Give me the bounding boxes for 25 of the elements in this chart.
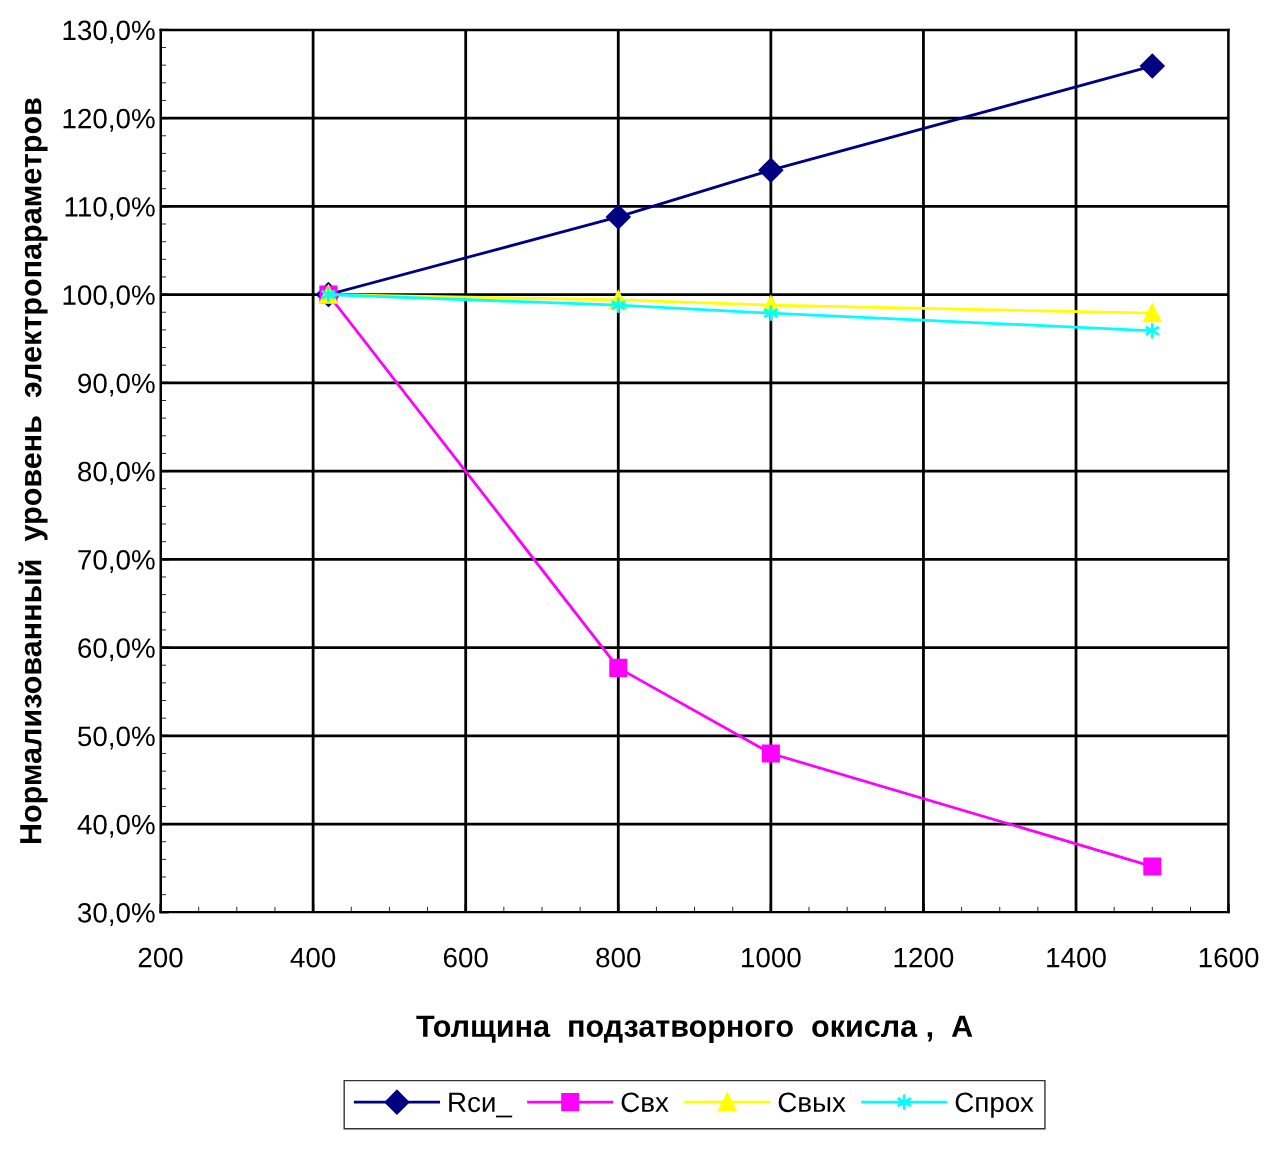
y-axis-title: Нормализованный уровень электропараметров xyxy=(18,98,48,844)
x-tick-label: 1400 xyxy=(1047,947,1106,968)
y-tick-label: 80,0% xyxy=(78,461,155,485)
x-tick-label: 200 xyxy=(138,947,183,968)
y-tick-label: 90,0% xyxy=(78,373,155,397)
legend-label: Свх xyxy=(621,1092,669,1113)
legend-label: Свых xyxy=(778,1092,846,1113)
y-tick-label: 50,0% xyxy=(78,726,155,750)
legend-label: Спрох xyxy=(955,1092,1034,1118)
x-tick-label: 1000 xyxy=(742,947,801,968)
y-tick-label: 40,0% xyxy=(77,814,155,838)
x-tick-label: 1600 xyxy=(1199,947,1259,968)
x-tick-label: 600 xyxy=(443,947,488,968)
x-tick-label: 800 xyxy=(596,947,641,968)
y-tick-label: 120,0% xyxy=(63,108,155,132)
x-tick-label: 1200 xyxy=(894,947,954,968)
x-tick-label: 400 xyxy=(290,947,336,968)
y-tick-label: 30,0% xyxy=(77,902,155,926)
y-tick-label: 100,0% xyxy=(63,285,155,309)
y-tick-label: 110,0% xyxy=(65,197,155,220)
y-tick-label: 130,0% xyxy=(63,20,155,44)
y-tick-label: 60,0% xyxy=(78,638,155,662)
legend-label: Rси_ xyxy=(449,1092,513,1118)
y-tick-label: 70,0% xyxy=(78,550,155,573)
x-axis-title: Толщина подзатворного окисла , А xyxy=(416,1015,973,1044)
